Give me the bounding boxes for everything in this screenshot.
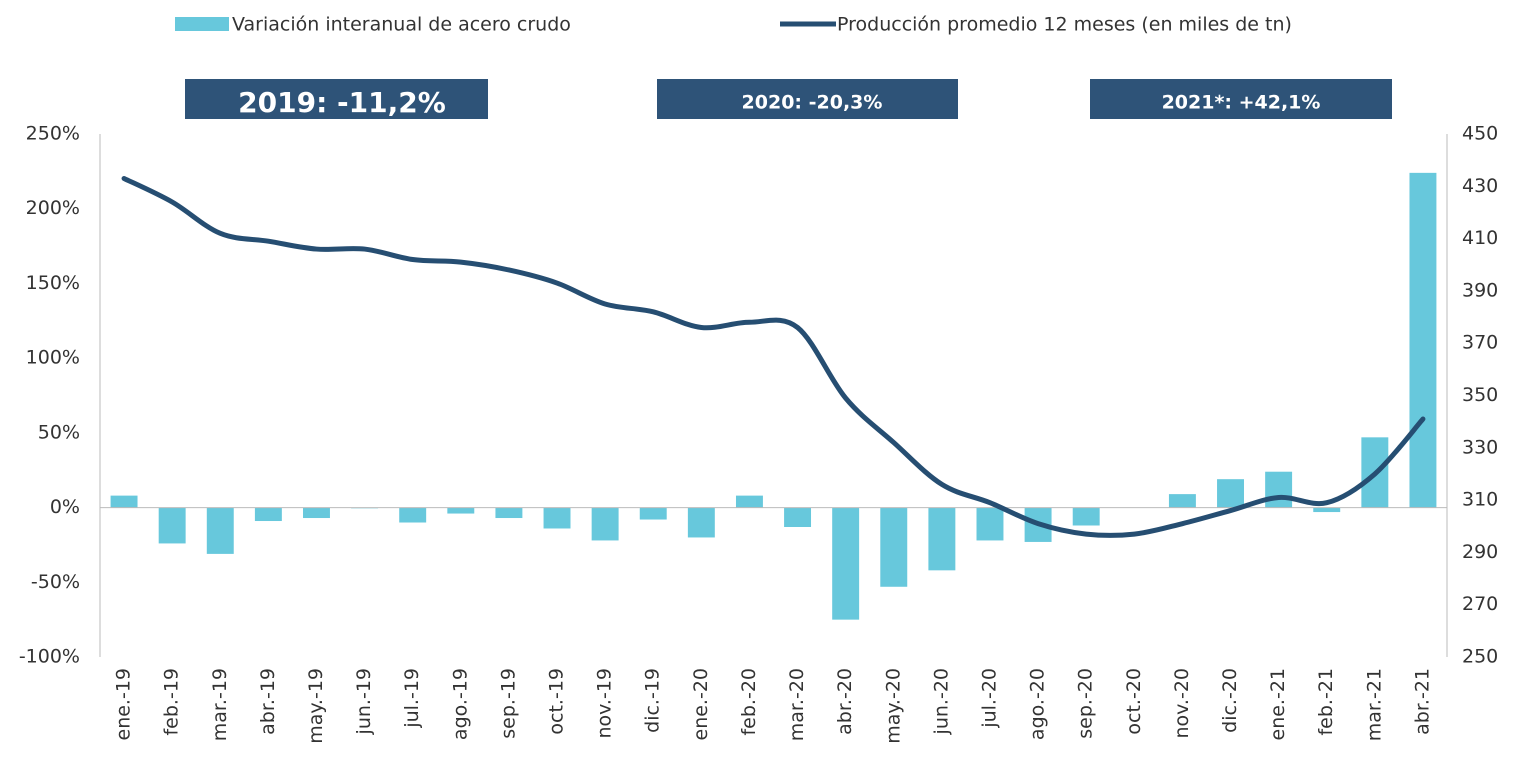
annotation-box [185, 79, 488, 119]
bar [1072, 507, 1100, 526]
y2-tick-label: 310 [1462, 489, 1498, 511]
x-tick-label: dic.-20 [1219, 668, 1241, 733]
y2-tick-label: 270 [1462, 593, 1498, 615]
bar [735, 495, 763, 508]
bar [687, 507, 715, 538]
x-tick-label: ene.-19 [113, 668, 135, 741]
x-tick-label: may.-19 [305, 668, 327, 744]
y-tick-label: 200% [26, 197, 80, 219]
annotation-box [1090, 79, 1392, 119]
y2-tick-label: 390 [1462, 279, 1498, 301]
x-tick-label: dic.-19 [642, 668, 664, 733]
bar [639, 507, 667, 520]
x-tick-label: feb.-19 [161, 668, 183, 736]
y-tick-label: 250% [26, 123, 80, 145]
y2-tick-label: 350 [1462, 384, 1498, 406]
bar [543, 507, 571, 529]
bar [976, 507, 1004, 541]
x-tick-label: jun.-19 [353, 668, 375, 735]
x-tick-label: ago.-20 [1027, 668, 1049, 740]
y2-tick-label: 430 [1462, 175, 1498, 197]
bar [784, 507, 812, 527]
annotation-box [657, 79, 958, 119]
y2-tick-label: 410 [1462, 227, 1498, 249]
x-tick-label: jul.-20 [978, 668, 1000, 729]
x-tick-label: nov.-20 [1171, 668, 1193, 739]
bar [158, 507, 186, 544]
x-tick-label: abr.-20 [834, 668, 856, 735]
y-tick-label: 0% [50, 496, 80, 518]
y2-tick-label: 330 [1462, 436, 1498, 458]
bar [928, 507, 956, 571]
x-tick-label: ene.-21 [1267, 668, 1289, 741]
x-tick-label: abr.-19 [257, 668, 279, 735]
x-tick-label: ago.-19 [449, 668, 471, 740]
bar [206, 507, 234, 554]
x-tick-label: oct.-19 [546, 668, 568, 735]
y2-tick-label: 450 [1462, 123, 1498, 145]
y-tick-label: -50% [31, 571, 80, 593]
bar [1409, 172, 1437, 508]
bar [399, 507, 427, 523]
bar [303, 507, 330, 519]
x-tick-label: jun.-20 [930, 668, 952, 735]
bar [1168, 494, 1196, 508]
x-tick-label: feb.-21 [1315, 668, 1337, 736]
bar [1217, 479, 1244, 508]
bar [254, 507, 282, 522]
annotation: 2020: -20,3% [742, 92, 883, 114]
x-tick-label: mar.-20 [786, 668, 808, 741]
x-tick-label: nov.-19 [594, 668, 616, 739]
y2-tick-label: 370 [1462, 332, 1498, 354]
legend-label: Variación interanual de acero crudo [232, 14, 571, 36]
bar [1313, 507, 1341, 513]
bar [110, 495, 138, 508]
x-tick-label: may.-20 [882, 668, 904, 744]
x-tick-label: ene.-20 [690, 668, 712, 741]
legend-label: Producción promedio 12 meses (en miles d… [837, 14, 1292, 36]
bar [1265, 471, 1293, 508]
y-tick-label: -100% [19, 646, 80, 668]
legend-swatch [175, 17, 229, 31]
x-tick-label: jul.-19 [401, 668, 423, 729]
x-tick-label: mar.-19 [209, 668, 231, 741]
bar [495, 507, 523, 519]
annotation: 2019: -11,2% [238, 86, 446, 119]
y2-tick-label: 250 [1462, 646, 1498, 668]
x-tick-label: sep.-19 [497, 668, 519, 739]
annotation: 2021*: +42,1% [1162, 92, 1321, 114]
line [121, 175, 1426, 538]
x-tick-label: oct.-20 [1123, 668, 1145, 735]
bar [832, 507, 860, 620]
x-tick-label: mar.-21 [1363, 668, 1385, 741]
x-tick-label: sep.-20 [1075, 668, 1097, 739]
bar [447, 507, 475, 514]
y-tick-label: 50% [38, 421, 80, 443]
x-tick-label: abr.-21 [1411, 668, 1433, 735]
y2-tick-label: 290 [1462, 541, 1498, 563]
x-tick-label: feb.-20 [738, 668, 760, 736]
y-tick-label: 100% [26, 347, 80, 369]
bar [591, 507, 619, 541]
bar [880, 507, 908, 587]
y-tick-label: 150% [26, 272, 80, 294]
